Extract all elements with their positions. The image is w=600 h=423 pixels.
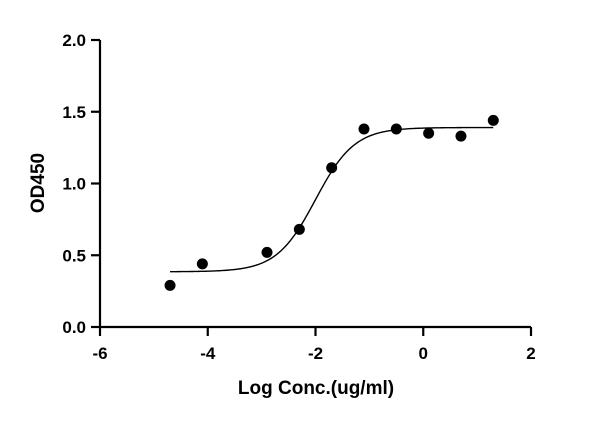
y-tick-label: 1.0 [62,175,86,194]
data-point [326,162,338,174]
x-axis-title: Log Conc.(ug/ml) [238,378,394,399]
data-point [196,258,208,270]
y-axis: 0.0 0.5 1.0 1.5 2.0 [62,31,102,337]
y-tick-label: 0.0 [62,318,86,337]
data-points-layer [164,114,499,291]
x-tick-label: -2 [308,344,323,363]
y-tick-label: 1.5 [62,103,86,122]
y-axis-title: OD450 [28,153,49,213]
data-point [487,114,499,126]
data-point [390,123,402,135]
x-tick-label: 2 [526,344,535,363]
data-point [455,130,467,142]
x-axis: -6 -4 -2 0 2 [92,325,536,363]
y-tick-label: 2.0 [62,31,86,50]
x-tick-label: -6 [92,344,107,363]
data-point [293,223,305,235]
data-point [261,246,273,258]
x-tick-label: -4 [200,344,216,363]
fit-curve [170,126,494,273]
data-point [358,123,370,135]
fit-curve-layer [170,126,494,273]
data-point [423,127,435,139]
x-tick-label: 0 [419,344,428,363]
y-tick-label: 0.5 [62,246,86,265]
data-point [164,279,176,291]
